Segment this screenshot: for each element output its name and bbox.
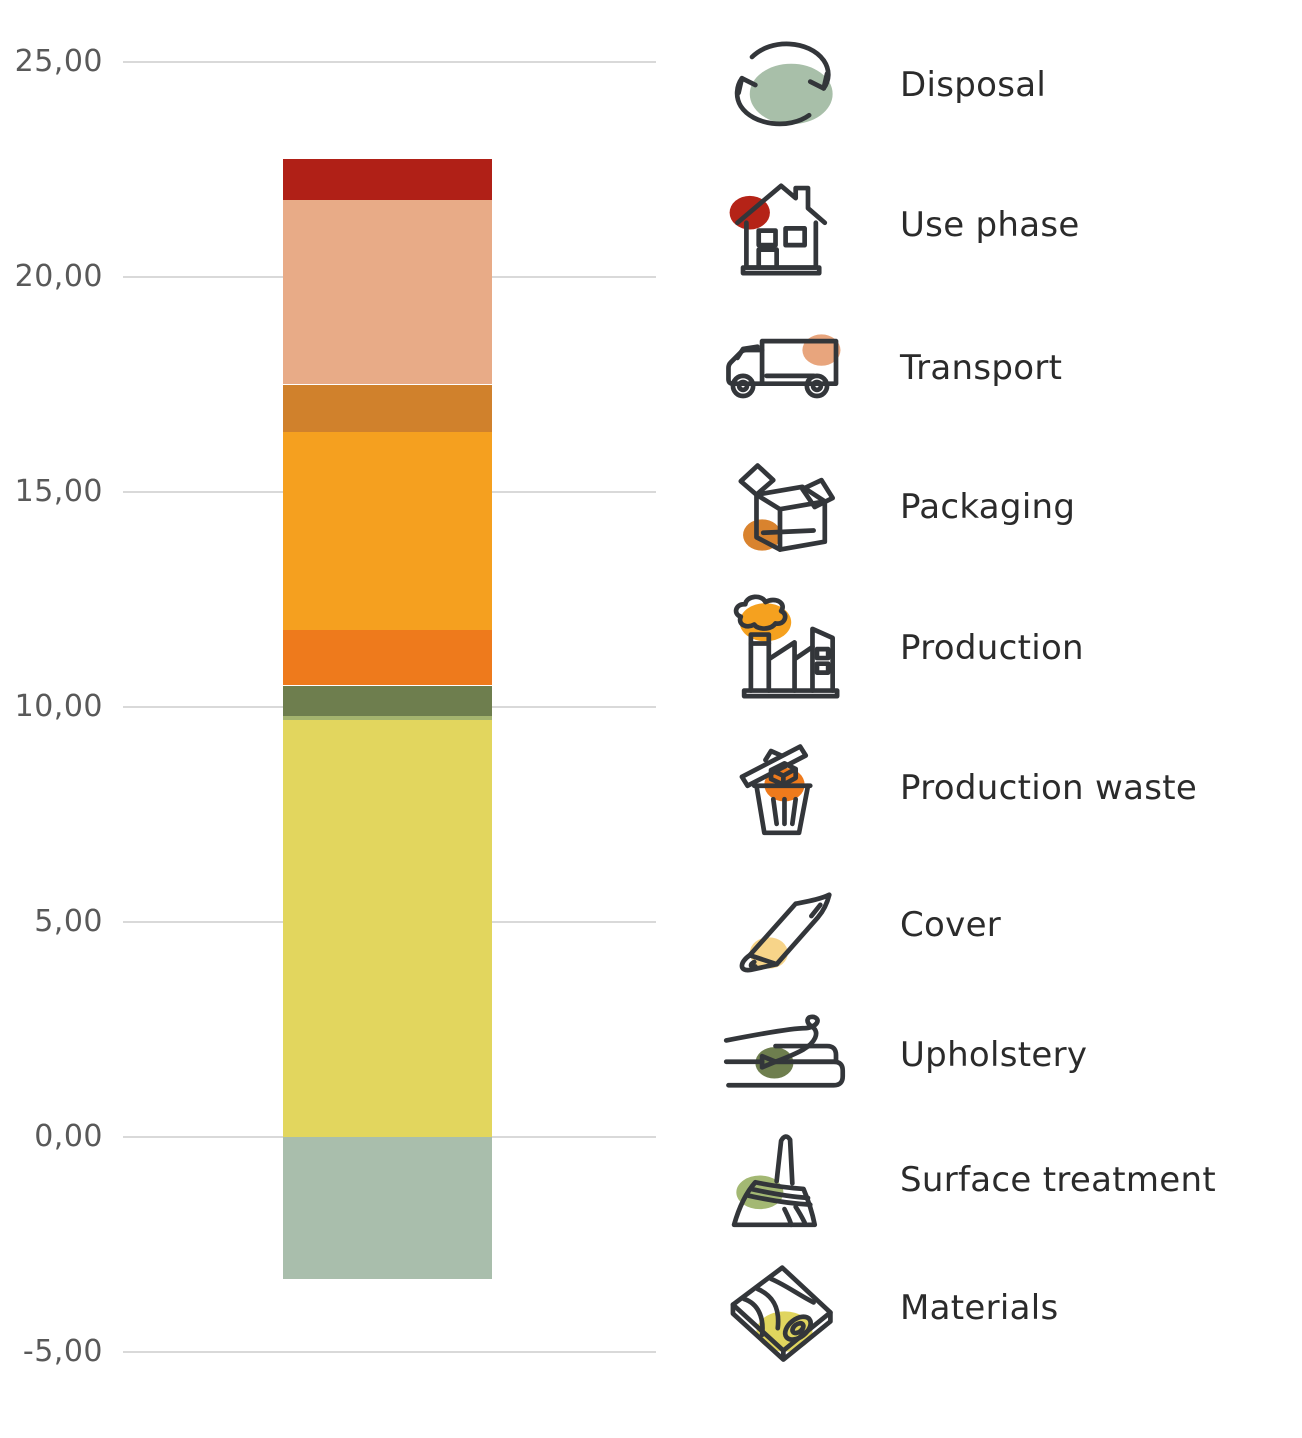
legend-icon-wrap [695,1123,865,1237]
legend-icon-wrap [695,868,865,982]
legend-item-label: Surface treatment [900,1160,1216,1200]
gridline [123,1351,656,1353]
bar-segment-materials [283,719,492,1137]
legend-item-production: Production [695,591,1302,705]
legend-icon-wrap [695,168,865,282]
legend-icon-wrap [695,1251,865,1365]
legend-item-production-waste: Production waste [695,731,1302,845]
legend-icon-wrap [695,731,865,845]
bar-segment-use-phase [283,158,492,200]
legend-item-label: Materials [900,1288,1059,1328]
legend-icon-wrap [695,998,865,1112]
recycle-arrows-icon [734,41,833,127]
paint-brush-icon [731,1134,818,1228]
house-icon [729,183,828,276]
bar-segment-production-waste [283,629,492,686]
bar-segment-surface-treatment [283,715,492,720]
legend-item-transport: Transport [695,311,1302,425]
legend-item-label: Production waste [900,768,1198,808]
chart-plot-area: 25,00 20,00 15,00 10,00 5,00 0,00 -5,00 [14,44,656,1369]
trash-bin-icon [739,744,813,836]
legend-item-use-phase: Use phase [695,168,1302,282]
legend-item-packaging: Packaging [695,450,1302,564]
y-axis-tick-label: 25,00 [14,44,103,79]
folded-fabric-icon [739,892,832,973]
legend-icon-wrap [695,28,865,142]
legend-item-disposal: Disposal [695,28,1302,142]
factory-icon [733,594,840,699]
legend-item-upholstery: Upholstery [695,998,1302,1112]
legend-item-label: Cover [900,905,1002,945]
legend-item-surface-treatment: Surface treatment [695,1123,1302,1237]
legend-item-materials: Materials [695,1251,1302,1365]
wood-plank-icon [730,1265,833,1362]
mattress-needle-icon [723,1014,846,1088]
legend-item-label: Packaging [900,487,1076,527]
legend-item-label: Production [900,628,1084,668]
truck-icon [726,334,841,399]
legend-item-label: Transport [900,348,1063,388]
gridline [123,61,656,63]
y-axis-tick-label: 5,00 [34,904,103,939]
bar-segment-packaging [283,384,492,432]
legend-item-cover: Cover [695,868,1302,982]
legend-icon-wrap [695,450,865,564]
legend-item-label: Upholstery [900,1035,1088,1075]
bar-segment-upholstery [283,685,492,716]
legend-icon-wrap [695,311,865,425]
bar-segment-disposal [283,1137,492,1279]
bar-segment-transport [283,199,492,385]
legend-item-label: Use phase [900,205,1080,245]
y-axis-tick-label: 20,00 [14,259,103,294]
open-box-icon [738,463,835,552]
y-axis-tick-label: 15,00 [14,474,103,509]
bar-segment-production [283,431,492,630]
legend-item-label: Disposal [900,65,1047,105]
legend-icon-wrap [695,591,865,705]
y-axis-tick-label: 10,00 [14,689,103,724]
chart-legend: Disposal Use phase Transport Packaging [695,0,1302,1438]
y-axis-tick-label: -5,00 [22,1334,103,1369]
y-axis-tick-label: 0,00 [34,1119,103,1154]
